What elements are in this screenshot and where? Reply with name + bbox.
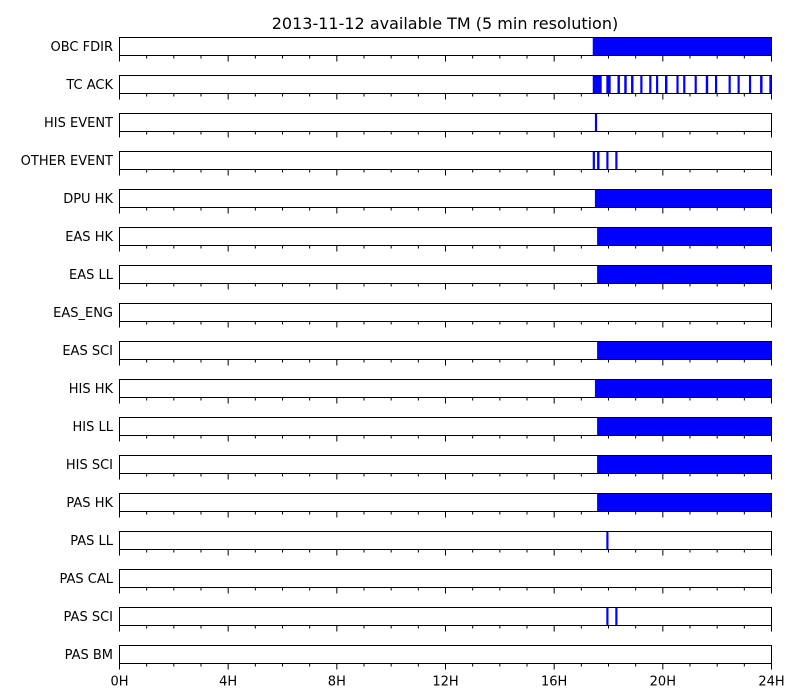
row-pas-hk: PAS HK (66, 493, 772, 518)
x-tick-label: 24H (758, 675, 784, 690)
availability-bar (640, 76, 643, 93)
availability-bar (594, 190, 772, 207)
row-strip (119, 531, 772, 550)
row-strip (119, 569, 772, 588)
availability-bar (594, 114, 598, 131)
chart-rows: OBC FDIR TC ACK HIS EVENT OTHER EVENT DPU HK… (21, 37, 772, 670)
row-label: PAS HK (66, 496, 113, 511)
row-his-hk: HIS HK (69, 379, 772, 404)
row-label: PAS BM (65, 648, 113, 663)
row-eas-eng: EAS_ENG (53, 303, 772, 328)
x-tick-label: 4H (219, 675, 237, 690)
row-eas-sci: EAS SCI (62, 341, 772, 366)
availability-bar (606, 76, 611, 93)
availability-bar (615, 608, 618, 625)
row-strip (119, 607, 772, 626)
availability-bar (606, 152, 609, 169)
row-obc-fdir: OBC FDIR (51, 37, 772, 62)
row-his-ll: HIS LL (73, 417, 772, 442)
row-label: EAS HK (65, 230, 113, 245)
availability-bar (656, 76, 659, 93)
availability-bar (597, 342, 772, 359)
chart-title: 2013-11-12 available TM (5 min resolutio… (272, 14, 618, 33)
row-strip (119, 645, 772, 664)
row-label: OBC FDIR (51, 40, 114, 55)
availability-bar (714, 76, 718, 93)
row-label: EAS SCI (62, 344, 113, 359)
row-strip (119, 113, 772, 132)
availability-bar (592, 76, 602, 93)
availability-bar (597, 266, 772, 283)
availability-bar (606, 532, 609, 549)
row-strip (119, 151, 772, 170)
availability-bar (592, 152, 595, 169)
availability-bar (624, 76, 627, 93)
availability-bar (592, 38, 772, 55)
availability-bar (683, 76, 686, 93)
row-other-event: OTHER EVENT (21, 151, 772, 176)
availability-bar (705, 76, 709, 93)
row-pas-cal: PAS CAL (60, 569, 772, 594)
row-his-sci: HIS SCI (66, 455, 772, 480)
row-label: OTHER EVENT (21, 154, 113, 169)
row-his-event: HIS EVENT (44, 113, 772, 138)
row-pas-bm: PAS BM (65, 645, 772, 670)
row-label: HIS HK (69, 382, 114, 397)
x-tick-label: 0H (110, 675, 128, 690)
availability-bar (665, 76, 668, 93)
availability-bar (728, 76, 731, 93)
availability-bar (694, 76, 697, 93)
availability-bar (597, 418, 772, 435)
availability-bar (615, 152, 618, 169)
x-tick-label: 8H (328, 675, 346, 690)
availability-bar (769, 76, 772, 93)
availability-bar (748, 76, 752, 93)
row-label: EAS LL (69, 268, 114, 283)
row-label: HIS EVENT (44, 116, 113, 131)
availability-bar (631, 76, 634, 93)
row-eas-hk: EAS HK (65, 227, 772, 252)
availability-bar (594, 380, 772, 397)
availability-bar (760, 76, 763, 93)
availability-bar (597, 494, 772, 511)
availability-bar (597, 228, 772, 245)
availability-bar (737, 76, 740, 93)
row-pas-ll: PAS LL (70, 531, 772, 556)
availability-bar (606, 608, 609, 625)
row-label: TC ACK (65, 78, 113, 93)
row-label: HIS LL (73, 420, 114, 435)
availability-bar (617, 76, 620, 93)
row-tc-ack: TC ACK (65, 75, 772, 100)
row-label: PAS CAL (60, 572, 114, 587)
row-label: DPU HK (63, 192, 113, 207)
row-label: HIS SCI (66, 458, 113, 473)
availability-bar (597, 456, 772, 473)
availability-bar (649, 76, 652, 93)
availability-bar (676, 76, 679, 93)
row-label: EAS_ENG (53, 306, 113, 321)
row-dpu-hk: DPU HK (63, 189, 772, 214)
row-pas-sci: PAS SCI (64, 607, 772, 632)
x-tick-label: 20H (650, 675, 676, 690)
row-strip (119, 303, 772, 322)
x-axis: 0H 4H 8H 12H 16H 20H 24H (110, 675, 784, 690)
row-strip (119, 75, 772, 94)
availability-bar (597, 152, 600, 169)
row-label: PAS LL (70, 534, 114, 549)
x-tick-label: 16H (541, 675, 567, 690)
row-eas-ll: EAS LL (69, 265, 772, 290)
row-label: PAS SCI (64, 610, 113, 625)
x-tick-label: 12H (432, 675, 458, 690)
